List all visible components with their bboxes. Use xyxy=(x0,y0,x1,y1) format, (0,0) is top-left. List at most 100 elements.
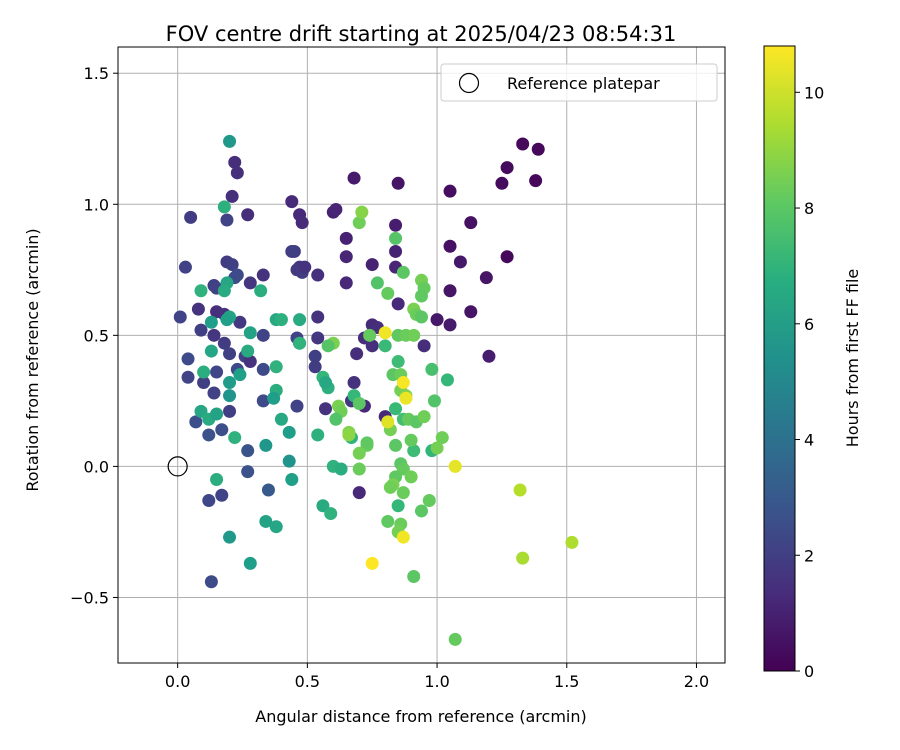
data-point xyxy=(204,575,218,589)
data-point xyxy=(440,373,454,387)
colorbar: 0 2 4 6 8 10 Hours from first FF file xyxy=(763,45,862,681)
legend-box xyxy=(440,63,718,102)
colorbar-tick-label: 10 xyxy=(804,83,824,102)
colorbar-title: Hours from first FF file xyxy=(843,269,862,448)
data-point xyxy=(378,326,392,340)
data-point xyxy=(435,431,449,445)
data-point xyxy=(427,394,441,408)
legend: Reference platepar xyxy=(440,63,718,102)
data-point xyxy=(396,376,410,390)
data-point xyxy=(443,184,457,198)
data-point xyxy=(415,504,428,518)
x-tick-label: 0.5 xyxy=(295,672,320,691)
data-point xyxy=(531,142,545,156)
data-point xyxy=(197,365,211,379)
data-point xyxy=(228,155,242,169)
data-point xyxy=(407,444,421,458)
y-tick-label: 1.0 xyxy=(84,195,109,214)
x-tick-label: 1.5 xyxy=(554,672,579,691)
data-point xyxy=(223,404,237,418)
data-point xyxy=(241,208,255,222)
colorbar-tick-label: 8 xyxy=(804,199,814,218)
data-point xyxy=(207,386,221,400)
data-point xyxy=(215,488,229,502)
data-point xyxy=(334,462,348,476)
data-point xyxy=(191,302,205,316)
data-point xyxy=(295,216,309,230)
data-point xyxy=(443,284,457,298)
data-point xyxy=(464,305,478,319)
data-point xyxy=(204,315,218,329)
y-tick-label: 1.5 xyxy=(84,64,109,83)
data-point xyxy=(443,318,457,332)
data-point xyxy=(383,480,397,494)
data-point xyxy=(210,473,224,487)
data-point xyxy=(342,428,356,442)
data-point xyxy=(233,368,247,382)
data-point xyxy=(259,438,273,452)
data-point xyxy=(329,412,343,426)
data-point xyxy=(223,376,237,390)
data-point xyxy=(500,161,514,175)
data-point xyxy=(352,486,366,500)
colorbar-tick-label: 2 xyxy=(804,546,814,565)
data-point xyxy=(274,412,288,426)
data-point xyxy=(243,556,257,570)
data-point xyxy=(181,370,195,384)
data-point xyxy=(269,520,283,534)
data-point xyxy=(290,399,304,413)
data-point xyxy=(319,402,333,416)
colorbar-gradient xyxy=(763,45,796,672)
data-point xyxy=(243,276,257,290)
data-point xyxy=(396,486,410,500)
data-point xyxy=(339,250,353,264)
data-point xyxy=(370,276,384,290)
data-point xyxy=(308,349,322,363)
data-point xyxy=(321,339,335,353)
legend-label: Reference platepar xyxy=(507,74,660,93)
data-point xyxy=(365,339,379,353)
data-point xyxy=(173,310,187,324)
data-point xyxy=(230,268,244,282)
data-point xyxy=(391,355,405,369)
data-point xyxy=(319,376,333,390)
data-point xyxy=(230,166,244,180)
x-tick-label: 0.0 xyxy=(165,672,190,691)
data-point xyxy=(311,331,325,345)
data-point xyxy=(285,195,299,209)
data-point xyxy=(207,328,221,342)
data-point xyxy=(215,423,229,437)
data-point xyxy=(282,425,296,439)
data-point xyxy=(223,134,237,148)
data-point xyxy=(329,203,343,217)
colorbar-tick-label: 6 xyxy=(804,315,814,334)
data-point xyxy=(430,313,444,327)
plot-frame xyxy=(117,46,726,664)
data-point xyxy=(363,328,377,342)
chart-title: FOV centre drift starting at 2025/04/23 … xyxy=(166,22,677,46)
data-point xyxy=(425,362,439,376)
data-point xyxy=(399,391,413,405)
data-point xyxy=(389,438,403,452)
data-point xyxy=(565,535,579,549)
data-point xyxy=(217,336,231,350)
data-point xyxy=(202,428,216,442)
data-point xyxy=(500,250,514,264)
data-point xyxy=(256,328,270,342)
y-axis-title: Rotation from reference (arcmin) xyxy=(23,228,42,491)
y-axis: −0.5 0.0 0.5 1.0 1.5 xyxy=(70,64,118,607)
data-point xyxy=(259,514,273,528)
data-point xyxy=(225,189,239,203)
data-point xyxy=(293,313,307,327)
data-point xyxy=(389,231,403,245)
data-point xyxy=(311,310,325,324)
data-points xyxy=(173,134,579,646)
data-point xyxy=(448,459,462,473)
data-point xyxy=(350,347,364,361)
data-point xyxy=(352,446,366,460)
data-point xyxy=(415,289,428,303)
data-point xyxy=(396,530,410,544)
data-point xyxy=(228,431,242,445)
data-point xyxy=(311,268,325,282)
